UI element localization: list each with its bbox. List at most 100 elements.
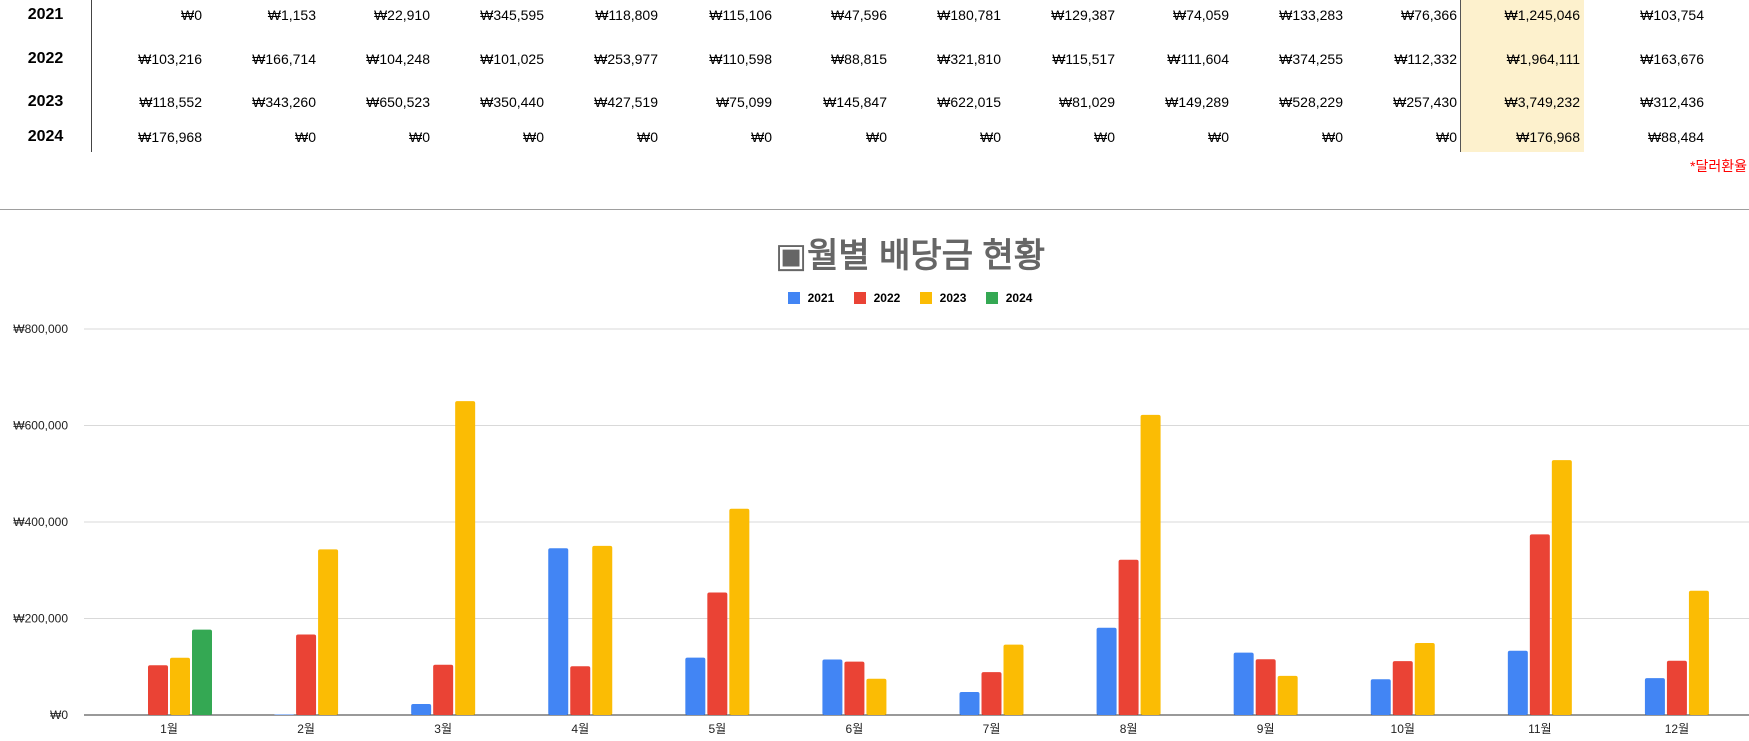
month-value-cell[interactable]: ₩257,430 (1393, 94, 1457, 110)
month-value-cell[interactable]: ₩112,332 (1394, 51, 1457, 67)
month-value-cell[interactable]: ₩374,255 (1279, 51, 1343, 67)
month-value-cell[interactable]: ₩115,517 (1052, 51, 1115, 67)
month-value-cell[interactable]: ₩0 (751, 129, 772, 145)
month-value-cell[interactable]: ₩1,153 (267, 7, 316, 23)
month-value-cell[interactable]: ₩350,440 (480, 94, 544, 110)
month-value-cell[interactable]: ₩166,714 (252, 51, 316, 67)
year-total-cell[interactable]: ₩1,964,111 (1506, 51, 1580, 67)
legend-item-2023[interactable]: 2023 (919, 291, 966, 305)
year-total-cell[interactable]: ₩1,245,046 (1504, 7, 1581, 23)
month-value-cell[interactable]: ₩110,598 (709, 51, 772, 67)
month-value-cell[interactable]: ₩118,552 (139, 94, 202, 110)
year-total-cell[interactable]: ₩176,968 (1516, 129, 1580, 145)
bar-2022-2[interactable] (296, 634, 317, 715)
bar-2023-1[interactable] (170, 657, 190, 715)
month-value-cell[interactable]: ₩75,099 (715, 94, 772, 110)
month-value-cell[interactable]: ₩0 (980, 129, 1001, 145)
month-value-cell[interactable]: ₩0 (409, 129, 430, 145)
bar-2023-3[interactable] (455, 401, 476, 715)
month-value-cell[interactable]: ₩118,809 (595, 7, 658, 23)
bar-2022-11[interactable] (1529, 534, 1550, 715)
bar-2022-7[interactable] (981, 672, 1002, 715)
bar-2022-12[interactable] (1666, 660, 1687, 715)
month-value-cell[interactable]: ₩343,260 (252, 94, 316, 110)
bar-2024-1[interactable] (192, 629, 212, 715)
month-value-cell[interactable]: ₩129,387 (1051, 7, 1115, 23)
month-value-cell[interactable]: ₩345,595 (480, 7, 544, 23)
bar-2021-10[interactable] (1370, 679, 1391, 715)
month-value-cell[interactable]: ₩176,968 (138, 129, 202, 145)
bar-2021-8[interactable] (1096, 627, 1117, 715)
bar-2023-4[interactable] (592, 545, 613, 715)
month-value-cell[interactable]: ₩0 (637, 129, 658, 145)
year-average-cell[interactable]: ₩88,484 (1647, 129, 1704, 145)
month-value-cell[interactable]: ₩145,847 (823, 94, 887, 110)
bar-2022-8[interactable] (1118, 559, 1139, 715)
bar-2023-7[interactable] (1003, 644, 1024, 715)
month-value-cell[interactable]: ₩74,059 (1172, 7, 1229, 23)
bar-2022-1[interactable] (148, 665, 168, 715)
section-divider (0, 209, 1749, 210)
month-value-cell[interactable]: ₩47,596 (830, 7, 887, 23)
bar-2021-5[interactable] (685, 657, 706, 715)
legend-swatch (853, 291, 866, 304)
legend-item-2024[interactable]: 2024 (985, 291, 1032, 305)
month-value-cell[interactable]: ₩0 (866, 129, 887, 145)
year-average-cell[interactable]: ₩312,436 (1640, 94, 1704, 110)
bar-2023-12[interactable] (1688, 590, 1709, 715)
bar-2023-10[interactable] (1414, 642, 1435, 715)
bar-2022-4[interactable] (570, 666, 591, 715)
bar-2023-9[interactable] (1277, 675, 1298, 715)
month-value-cell[interactable]: ₩111,604 (1167, 51, 1229, 67)
month-value-cell[interactable]: ₩253,977 (594, 51, 658, 67)
bar-2022-5[interactable] (707, 592, 728, 715)
bar-2023-5[interactable] (729, 508, 750, 715)
month-value-cell[interactable]: ₩104,248 (366, 51, 430, 67)
month-value-cell[interactable]: ₩622,015 (937, 94, 1001, 110)
month-value-cell[interactable]: ₩81,029 (1058, 94, 1115, 110)
legend-swatch (919, 291, 932, 304)
bar-2021-7[interactable] (959, 692, 980, 715)
legend-item-2021[interactable]: 2021 (787, 291, 834, 305)
year-total-cell[interactable]: ₩3,749,232 (1504, 94, 1581, 110)
bar-2021-3[interactable] (411, 703, 432, 715)
bar-2023-2[interactable] (318, 549, 339, 715)
month-value-cell[interactable]: ₩0 (181, 7, 202, 23)
bar-2021-6[interactable] (822, 659, 843, 715)
month-value-cell[interactable]: ₩101,025 (480, 51, 544, 67)
bar-2021-4[interactable] (548, 548, 569, 715)
x-tick-label: 8월 (1120, 722, 1138, 736)
month-value-cell[interactable]: ₩427,519 (594, 94, 658, 110)
month-value-cell[interactable]: ₩0 (1094, 129, 1115, 145)
year-average-cell[interactable]: ₩163,676 (1640, 51, 1704, 67)
legend-item-2022[interactable]: 2022 (853, 291, 900, 305)
bar-2021-2[interactable] (274, 714, 295, 715)
month-value-cell[interactable]: ₩115,106 (709, 7, 772, 23)
month-value-cell[interactable]: ₩149,289 (1165, 94, 1229, 110)
month-value-cell[interactable]: ₩0 (1208, 129, 1229, 145)
bar-2023-8[interactable] (1140, 414, 1161, 715)
month-value-cell[interactable]: ₩321,810 (937, 51, 1001, 67)
month-value-cell[interactable]: ₩0 (1322, 129, 1343, 145)
month-value-cell[interactable]: ₩0 (523, 129, 544, 145)
bar-2023-6[interactable] (866, 678, 887, 715)
bar-2023-11[interactable] (1551, 460, 1572, 715)
year-average-cell[interactable]: ₩103,754 (1640, 7, 1704, 23)
month-value-cell[interactable]: ₩133,283 (1279, 7, 1343, 23)
month-value-cell[interactable]: ₩0 (295, 129, 316, 145)
bar-2022-9[interactable] (1255, 659, 1276, 715)
month-value-cell[interactable]: ₩528,229 (1279, 94, 1343, 110)
month-value-cell[interactable]: ₩76,366 (1400, 7, 1457, 23)
bar-2021-11[interactable] (1507, 650, 1528, 715)
bar-2022-6[interactable] (844, 661, 865, 715)
month-value-cell[interactable]: ₩103,216 (138, 51, 202, 67)
bar-2021-9[interactable] (1233, 652, 1254, 715)
month-value-cell[interactable]: ₩88,815 (830, 51, 887, 67)
month-value-cell[interactable]: ₩0 (1436, 129, 1457, 145)
month-value-cell[interactable]: ₩22,910 (373, 7, 430, 23)
month-value-cell[interactable]: ₩650,523 (366, 94, 430, 110)
month-value-cell[interactable]: ₩180,781 (937, 7, 1001, 23)
bar-2022-3[interactable] (433, 664, 454, 715)
bar-2021-12[interactable] (1644, 678, 1665, 715)
bar-2022-10[interactable] (1392, 661, 1413, 715)
